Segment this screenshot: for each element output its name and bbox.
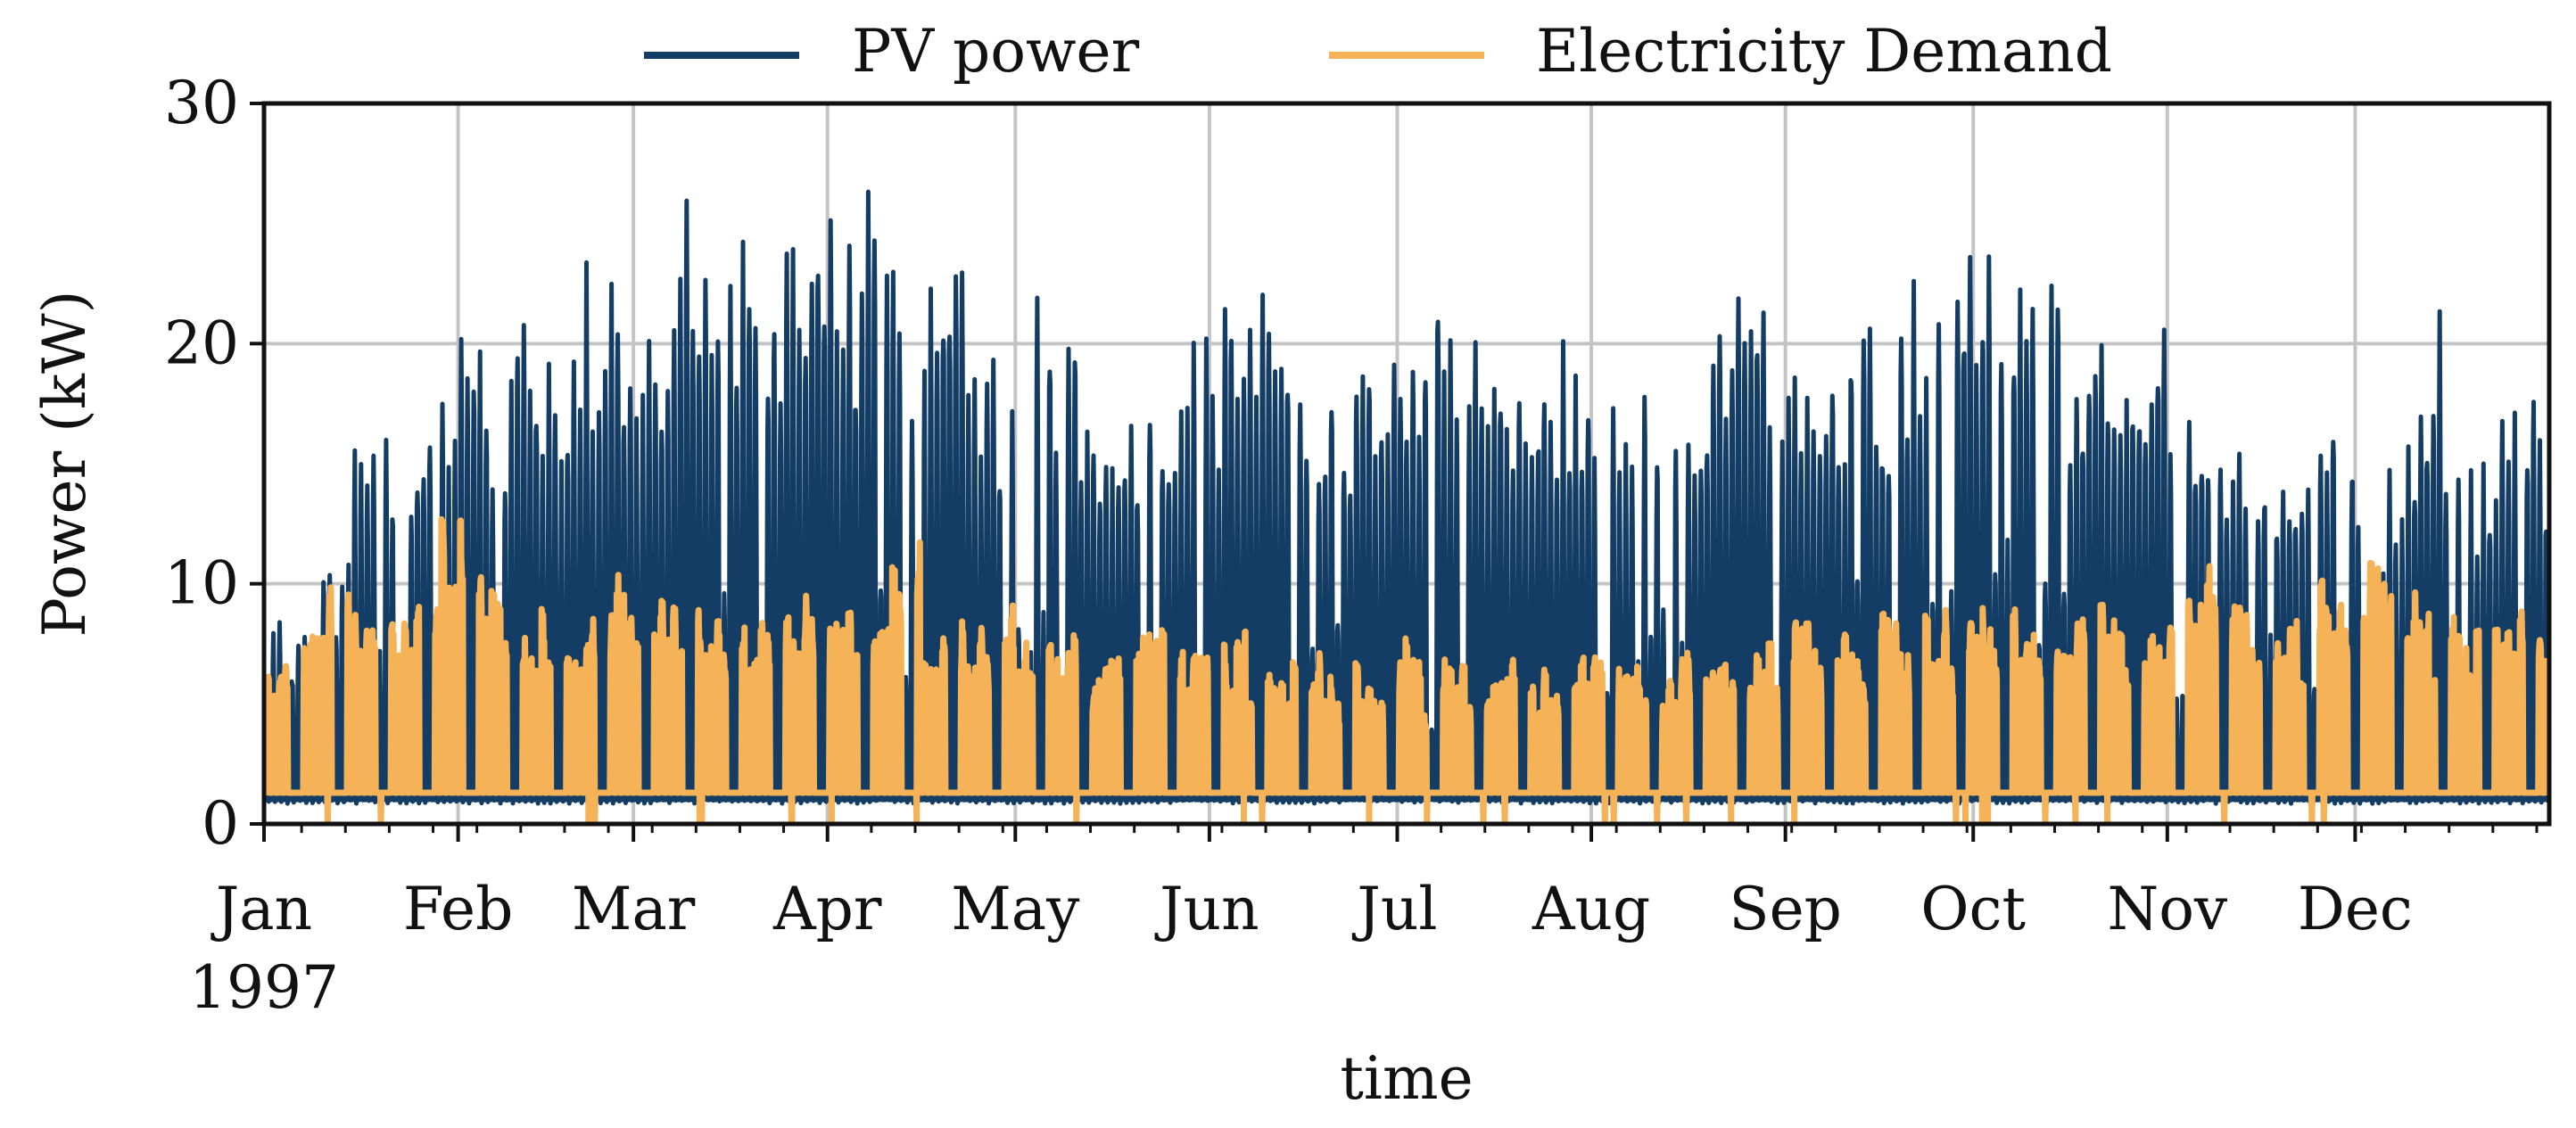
x-tick-label: Nov <box>2107 875 2227 943</box>
x-tick-label: Aug <box>1532 875 1650 943</box>
x-tick-label: Oct <box>1920 875 2026 943</box>
x-tick-label: Feb <box>403 875 514 943</box>
plot-frame <box>261 101 2552 827</box>
y-tick-label: 20 <box>164 309 239 377</box>
series-electricity-demand <box>261 515 2552 825</box>
y-axis: 0 10 20 30 <box>164 69 264 858</box>
x-tick-label: Sep <box>1729 875 1842 943</box>
x-tick-label: Jul <box>1351 875 1437 943</box>
x-tick-label: Jun <box>1154 875 1259 943</box>
series-pv-power <box>262 189 2551 806</box>
y-tick-label: 0 <box>202 789 239 858</box>
x-tick-label: Apr <box>772 875 882 943</box>
x-tick-label: May <box>951 875 1080 943</box>
x-tick-label: Jan <box>211 875 312 943</box>
legend-label-electricity-demand: Electricity Demand <box>1536 17 2112 86</box>
x-year-label: 1997 <box>189 953 339 1022</box>
x-tick-label: Dec <box>2298 875 2413 943</box>
legend-label-pv-power: PV power <box>852 17 1140 86</box>
y-tick-label: 30 <box>164 69 239 137</box>
plot-area <box>261 101 2552 827</box>
y-axis-label: Power (kW) <box>30 291 99 638</box>
x-axis-label: time <box>1340 1044 1473 1113</box>
series-line-electricity-demand <box>261 515 2552 825</box>
x-tick-label: Mar <box>572 875 696 943</box>
series-line-pv-power <box>262 189 2551 806</box>
x-axis: 1997 Jan Feb Mar Apr May Jun Jul Aug Sep Oct Nov De… <box>189 824 2539 1022</box>
y-tick-label: 10 <box>164 549 239 618</box>
legend: PV power Electricity Demand <box>644 17 2112 86</box>
